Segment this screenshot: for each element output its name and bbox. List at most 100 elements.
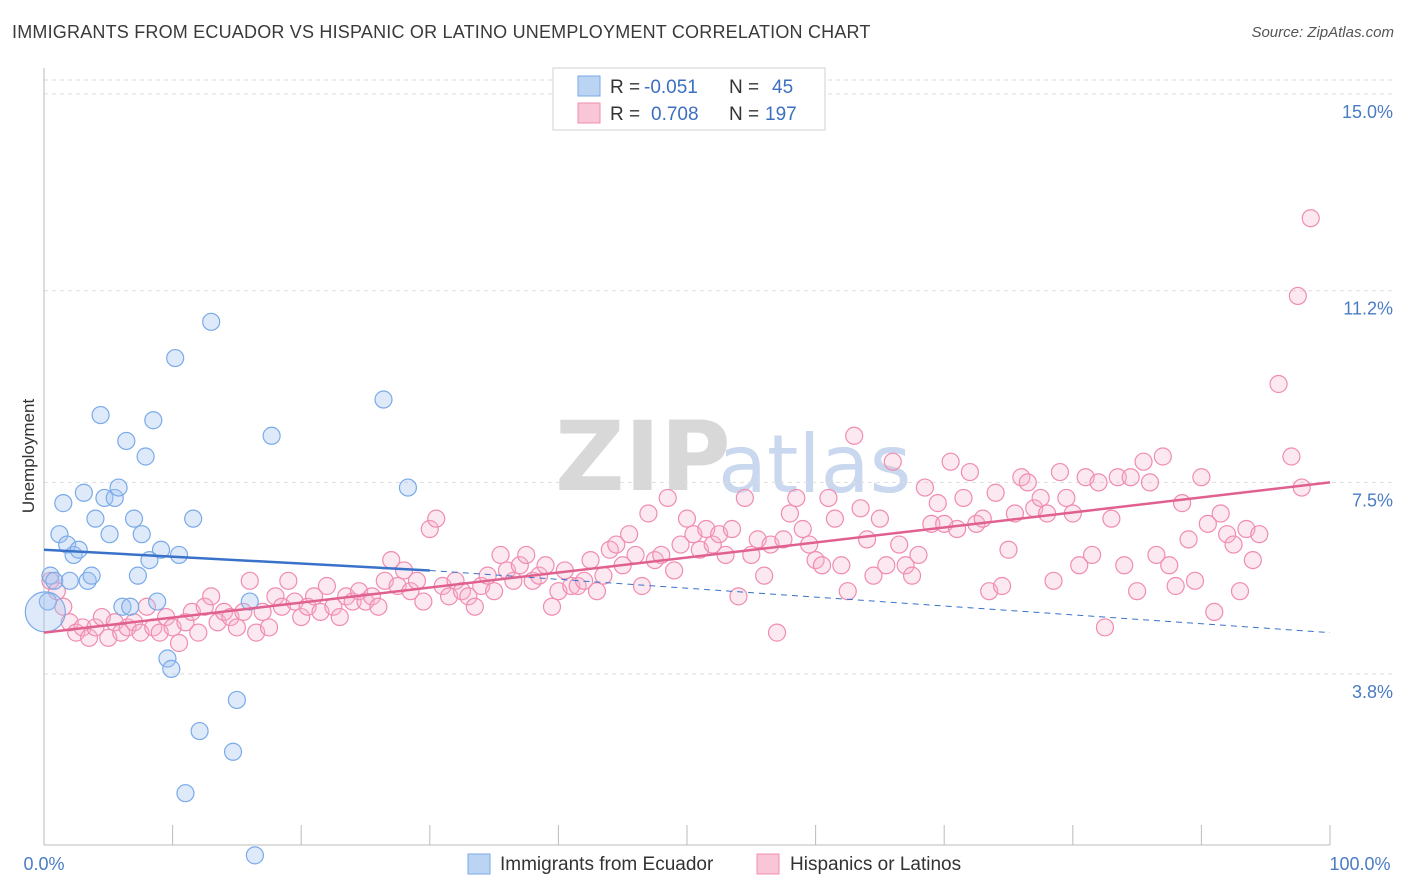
hispanic-point-192 xyxy=(1301,209,1320,228)
hispanic-point-135 xyxy=(909,545,928,565)
ecuador-point-19 xyxy=(117,431,136,451)
hispanic-point-157 xyxy=(1050,462,1070,482)
ecuador-point-36 xyxy=(202,312,221,331)
ecuador-point-44 xyxy=(24,591,66,633)
hispanic-point-70 xyxy=(491,545,510,565)
ecuador-point-37 xyxy=(223,742,243,761)
ecuador-point-21 xyxy=(124,509,144,528)
hispanic-point-185 xyxy=(1230,582,1250,601)
watermark: ZIP atlas xyxy=(555,401,911,513)
hispanic-point-160 xyxy=(1070,556,1089,575)
hispanic-point-103 xyxy=(703,535,722,554)
ecuador-point-16 xyxy=(105,488,124,508)
legend-swatch-ecuador xyxy=(577,75,601,97)
hispanic-point-172 xyxy=(1147,545,1166,565)
y-tick-label-1: 7.5% xyxy=(1352,490,1393,510)
hispanic-point-96 xyxy=(658,488,677,508)
hispanic-point-180 xyxy=(1198,514,1217,533)
hispanic-point-115 xyxy=(780,504,799,523)
hispanic-point-113 xyxy=(767,623,787,642)
ecuador-point-14 xyxy=(95,488,114,508)
hispanic-point-107 xyxy=(729,587,748,606)
stats-legend: R = -0.051 N = 45 R = 0.708 N = 197 xyxy=(552,67,826,131)
hispanic-point-84 xyxy=(581,550,600,570)
hispanic-point-77 xyxy=(536,556,555,575)
hispanic-point-165 xyxy=(1102,509,1121,528)
ecuador-point-35 xyxy=(190,721,209,741)
hispanic-point-20 xyxy=(169,633,189,653)
ecuador-point-9 xyxy=(74,483,93,502)
hispanic-point-97 xyxy=(665,561,684,580)
hispanic-point-0 xyxy=(41,571,60,590)
hispanic-point-166 xyxy=(1108,468,1127,487)
bottom-legend-label-ecuador: Immigrants from Ecuador xyxy=(500,854,714,875)
ecuador-trend-extension xyxy=(429,569,1331,634)
hispanic-point-1 xyxy=(47,582,66,601)
ecuador-point-32 xyxy=(169,545,189,565)
hispanic-point-125 xyxy=(845,426,864,445)
y-tick-labels: 3.8% 7.5% 11.2% 15.0% xyxy=(1342,102,1393,702)
hispanic-point-183 xyxy=(1218,525,1237,544)
hispanic-point-114 xyxy=(774,530,793,549)
hispanic-point-149 xyxy=(999,540,1018,559)
hispanic-point-31 xyxy=(240,571,259,590)
series-legend: Immigrants from Ecuador Hispanics or Lat… xyxy=(467,853,961,875)
hispanic-point-188 xyxy=(1250,525,1269,544)
hispanic-point-178 xyxy=(1185,571,1205,590)
hispanic-point-34 xyxy=(259,618,279,637)
hispanic-point-168 xyxy=(1121,468,1140,487)
ecuador-point-2 xyxy=(45,571,64,590)
x-tick-label-max: 100.0% xyxy=(1329,854,1390,874)
hispanic-point-58 xyxy=(414,592,433,611)
hispanic-point-143 xyxy=(960,462,980,482)
ecuador-point-12 xyxy=(86,509,105,528)
hispanic-point-184 xyxy=(1224,535,1243,554)
x-ticks xyxy=(43,825,1331,845)
hispanic-point-136 xyxy=(915,478,935,497)
hispanic-point-132 xyxy=(890,535,909,554)
hispanic-point-116 xyxy=(787,488,806,508)
ecuador-point-38 xyxy=(227,690,246,710)
hispanic-point-142 xyxy=(954,488,973,508)
hispanic-point-51 xyxy=(369,597,388,616)
ecuador-point-20 xyxy=(121,597,140,616)
hispanic-point-190 xyxy=(1282,447,1301,466)
ecuador-point-17 xyxy=(109,478,128,497)
legend-r-value-ecuador: -0.051 xyxy=(644,77,698,98)
hispanic-point-72 xyxy=(504,571,523,590)
hispanic-point-78 xyxy=(542,597,562,616)
trend-lines xyxy=(43,481,1331,634)
hispanic-point-122 xyxy=(825,509,844,528)
ecuador-point-39 xyxy=(240,592,259,611)
hispanic-point-170 xyxy=(1134,452,1153,471)
hispanic-point-111 xyxy=(755,566,774,585)
legend-r-label-hispanic: R = xyxy=(610,104,640,125)
hispanic-point-66 xyxy=(465,597,484,616)
x-tick-label-min: 0.0% xyxy=(23,854,64,874)
ecuador-point-43 xyxy=(398,478,418,497)
legend-swatch-hispanic xyxy=(577,102,601,124)
hispanic-point-163 xyxy=(1089,473,1108,492)
ecuador-point-40 xyxy=(245,846,265,865)
hispanic-point-29 xyxy=(227,618,246,637)
ecuador-point-15 xyxy=(100,525,119,544)
data-points xyxy=(24,209,1320,865)
ecuador-point-22 xyxy=(128,566,147,585)
hispanic-point-120 xyxy=(812,556,832,575)
hispanic-point-174 xyxy=(1160,556,1179,575)
watermark-atlas: atlas xyxy=(718,418,911,511)
hispanic-point-171 xyxy=(1140,473,1160,492)
ecuador-point-30 xyxy=(162,659,181,678)
y-axis-label: Unemployment xyxy=(19,399,38,514)
hispanic-point-108 xyxy=(735,488,754,508)
hispanic-point-57 xyxy=(407,571,427,590)
ecuador-point-34 xyxy=(184,509,203,528)
hispanic-point-98 xyxy=(671,535,690,554)
hispanic-point-65 xyxy=(459,587,478,606)
hispanic-point-43 xyxy=(317,576,337,596)
hispanic-point-73 xyxy=(510,556,529,575)
hispanic-point-152 xyxy=(1018,473,1037,492)
hispanic-point-69 xyxy=(485,582,504,601)
hispanic-point-130 xyxy=(877,556,896,575)
